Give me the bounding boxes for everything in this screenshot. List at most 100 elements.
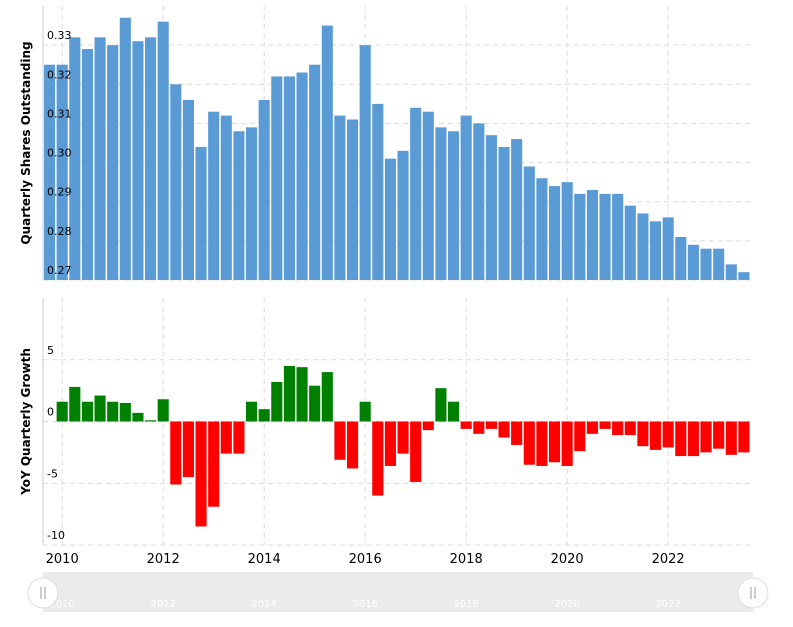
bar [599, 193, 611, 280]
x-tick-label: 2020 [551, 552, 584, 567]
bar [81, 49, 93, 280]
bar [271, 76, 283, 280]
bar [296, 72, 308, 281]
bar [700, 421, 712, 453]
bar [384, 421, 396, 466]
panel: 0.27 0.28 0.29 0.30 0.31 0.32 0.33 Quarterly Sh… [19, 6, 753, 281]
bar [246, 401, 258, 422]
y-tick-label: 0.28 [47, 225, 72, 238]
bar [309, 64, 321, 280]
bar [523, 166, 535, 280]
bar [107, 45, 119, 281]
x-tick-label: 2016 [349, 552, 382, 567]
bar [145, 420, 157, 422]
bar [687, 244, 699, 280]
bar [233, 421, 245, 454]
bar [69, 386, 81, 422]
y-tick-label: 0 [47, 406, 54, 419]
bar [182, 99, 194, 280]
bar [410, 107, 422, 281]
bar [410, 421, 422, 483]
x-tick-label: 2012 [147, 552, 180, 567]
bar [662, 217, 674, 280]
bar [700, 248, 712, 280]
navigator-handle-left[interactable] [27, 577, 59, 609]
bar [44, 64, 56, 280]
bar [157, 399, 169, 422]
navigator[interactable] [43, 572, 753, 612]
y-tick-label: -10 [47, 529, 65, 542]
bar [309, 385, 321, 422]
bar [675, 236, 687, 280]
navigator-handle-right[interactable] [737, 577, 769, 609]
bar [346, 421, 359, 469]
bar [662, 421, 674, 448]
bar [283, 365, 295, 422]
bar [612, 421, 624, 436]
bar [220, 115, 232, 280]
x-tick-label: 2014 [248, 552, 281, 567]
navigator-label: 2016 [352, 599, 377, 610]
bar [511, 139, 523, 280]
bar [170, 84, 182, 281]
bar [473, 421, 485, 434]
bar [561, 421, 573, 466]
x-tick-label: 2022 [652, 552, 685, 567]
bar [649, 221, 662, 280]
bar [498, 146, 510, 280]
bar [94, 395, 106, 422]
bar [523, 421, 535, 465]
bar [220, 421, 232, 454]
bar [119, 402, 131, 422]
bar [397, 421, 409, 454]
x-tick-label: 2010 [46, 552, 79, 567]
bar [208, 111, 220, 280]
bar [422, 421, 434, 431]
bar [624, 205, 636, 280]
bar [170, 421, 182, 485]
bar [738, 421, 750, 453]
bar [612, 193, 624, 280]
bar [246, 127, 258, 280]
bar [713, 248, 725, 280]
navigator-label: 2012 [150, 599, 175, 610]
bar [447, 401, 460, 422]
bar [132, 412, 144, 422]
bar [473, 123, 485, 280]
navigator-labels: 2010 2012 2014 2016 2018 2020 2022 [49, 599, 680, 610]
bar [624, 421, 636, 436]
bar [208, 421, 220, 507]
bar [713, 421, 725, 449]
bar [548, 421, 561, 463]
bar [511, 421, 523, 445]
bar [725, 264, 737, 280]
bar [258, 99, 270, 280]
bar [145, 37, 157, 280]
bar [422, 111, 434, 280]
y-tick-label: 0.31 [47, 107, 72, 120]
bar [334, 421, 346, 460]
bar [56, 401, 68, 422]
bar [372, 103, 384, 280]
bar [687, 421, 699, 457]
bar [132, 41, 144, 280]
bar [359, 45, 371, 281]
y-axis-title: YoY Quarterly Growth [19, 348, 33, 496]
bar [296, 367, 308, 422]
bar [195, 421, 207, 527]
bar [271, 381, 283, 422]
y-tick-label: 0.33 [47, 29, 72, 42]
bar [157, 21, 169, 281]
bar [359, 401, 371, 422]
bar [649, 421, 662, 450]
bar [498, 421, 510, 438]
bar [485, 135, 497, 280]
bar [346, 119, 359, 280]
navigator-label: 2010 [49, 599, 74, 610]
y-tick-label: 0.27 [47, 264, 72, 277]
bar [599, 421, 611, 429]
bar [447, 131, 460, 280]
navigator-label: 2020 [554, 599, 579, 610]
bar [574, 421, 586, 452]
bar [258, 409, 270, 422]
